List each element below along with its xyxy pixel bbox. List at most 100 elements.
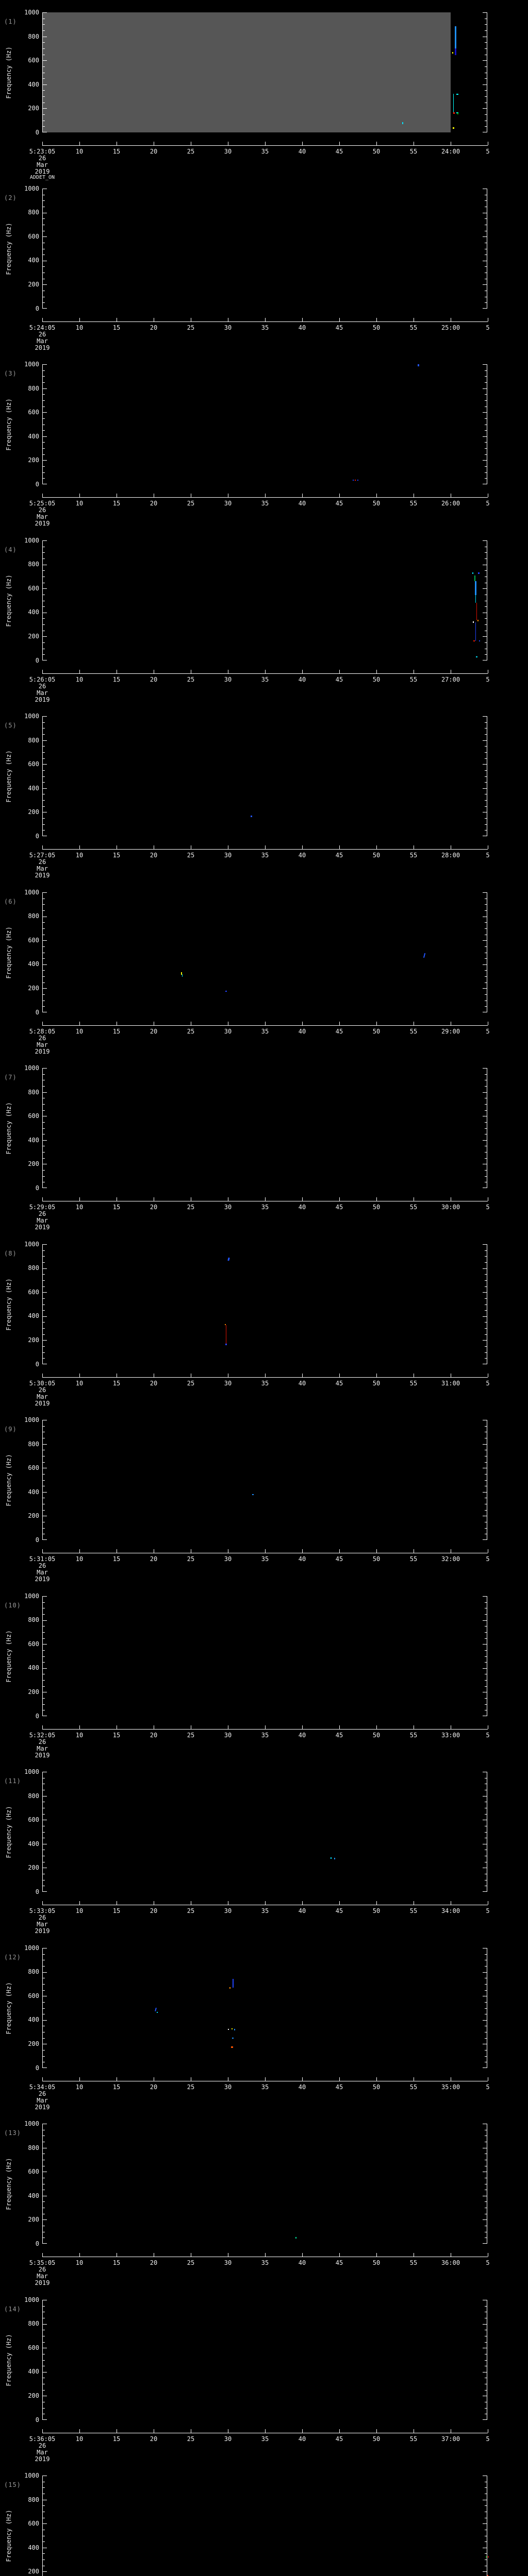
y-axis-tick bbox=[485, 114, 487, 115]
y-axis-tick bbox=[483, 540, 487, 541]
y-axis-title: Frequency (Hz) bbox=[5, 46, 12, 99]
y-axis-tick bbox=[43, 2360, 45, 2361]
x-axis-tick bbox=[339, 2077, 340, 2081]
x-axis-tick bbox=[79, 1197, 80, 1201]
x-tick-label: 45 bbox=[335, 148, 343, 155]
y-axis-tick bbox=[483, 1668, 487, 1669]
y-axis-left-frame bbox=[42, 1772, 43, 1892]
y-axis-tick bbox=[43, 108, 47, 109]
date-line: 26 bbox=[38, 2090, 46, 2097]
y-axis-tick bbox=[43, 442, 45, 443]
panel-number-label: (14) bbox=[4, 2305, 21, 2313]
y-tick-label: 600 bbox=[28, 409, 39, 416]
y-axis-title: Frequency (Hz) bbox=[5, 750, 12, 803]
y-tick-label: 400 bbox=[28, 2016, 39, 2024]
y-axis-tick bbox=[485, 1256, 487, 1257]
x-axis-line bbox=[42, 1377, 488, 1378]
x-axis-tick bbox=[79, 845, 80, 849]
x-axis-tick bbox=[302, 1021, 303, 1025]
y-axis-tick bbox=[483, 2523, 487, 2524]
y-tick-label: 800 bbox=[28, 561, 39, 568]
y-axis-tick bbox=[43, 1321, 45, 1323]
y-axis-tick bbox=[483, 2219, 487, 2220]
date-line: 2019 bbox=[35, 1047, 50, 1055]
y-tick-label: 200 bbox=[28, 1864, 39, 1872]
y-axis-tick bbox=[43, 1068, 47, 1069]
x-tick-label: 15 bbox=[112, 2435, 121, 2443]
y-axis-tick bbox=[485, 806, 487, 807]
x-axis-tick bbox=[79, 2077, 80, 2081]
x-tick-label: 50 bbox=[372, 1555, 381, 1563]
y-axis-tick bbox=[43, 30, 45, 31]
x-tick-label: 5 bbox=[486, 1204, 490, 1211]
y-axis-tick bbox=[43, 1680, 45, 1681]
spectrogram-panel: (7) Frequency (Hz) 0 200 400 600 800 1000 5:29… bbox=[0, 1064, 528, 1244]
y-axis-tick bbox=[43, 782, 45, 783]
x-axis-tick bbox=[42, 142, 43, 145]
y-axis-tick bbox=[43, 24, 45, 25]
x-tick-label: 10 bbox=[75, 1731, 84, 1739]
date-line: Mar bbox=[37, 1744, 48, 1752]
y-axis-tick bbox=[43, 1480, 45, 1481]
y-axis-tick bbox=[485, 1298, 487, 1299]
x-tick-label: 10 bbox=[75, 2435, 84, 2443]
x-axis-line bbox=[42, 849, 488, 850]
x-axis-tick bbox=[42, 845, 43, 849]
y-axis-tick bbox=[43, 1990, 45, 1991]
date-line: Mar bbox=[37, 865, 48, 872]
y-axis-tick bbox=[43, 1668, 47, 1669]
x-axis-tick bbox=[302, 2429, 303, 2433]
y-tick-label: 400 bbox=[28, 608, 39, 616]
panel-number-label: (1) bbox=[4, 18, 17, 25]
y-axis-tick bbox=[43, 1158, 45, 1159]
y-axis-tick bbox=[43, 1650, 45, 1651]
x-tick-label: 40 bbox=[298, 500, 306, 507]
y-axis-tick bbox=[43, 364, 47, 365]
plot-area bbox=[42, 2476, 489, 2576]
x-tick-label: 5 bbox=[486, 2259, 490, 2266]
y-axis-tick bbox=[43, 2342, 45, 2343]
y-axis-tick bbox=[43, 1528, 45, 1529]
y-axis-tick bbox=[485, 558, 487, 559]
y-axis-tick bbox=[43, 2571, 47, 2572]
y-axis-tick bbox=[43, 964, 47, 965]
y-axis-tick bbox=[483, 1068, 487, 1069]
x-axis-tick bbox=[302, 1725, 303, 1729]
x-axis-tick bbox=[376, 845, 377, 849]
date-line: 26 bbox=[38, 155, 46, 162]
date-line: 2019 bbox=[35, 2279, 50, 2286]
y-tick-label: 600 bbox=[28, 2520, 39, 2528]
y-axis-tick bbox=[485, 1698, 487, 1699]
y-axis-tick bbox=[485, 654, 487, 655]
y-axis-tick bbox=[43, 1596, 47, 1597]
y-tick-label: 200 bbox=[28, 456, 39, 464]
y-tick-label: 600 bbox=[28, 1464, 39, 1472]
x-tick-label: 50 bbox=[372, 2259, 381, 2266]
y-axis-tick bbox=[485, 1704, 487, 1705]
y-axis-tick bbox=[43, 1298, 45, 1299]
signal-mark bbox=[182, 974, 183, 977]
y-axis-tick bbox=[43, 1492, 47, 1493]
y-axis-tick bbox=[483, 1316, 487, 1317]
x-tick-label: 15 bbox=[112, 1731, 121, 1739]
y-axis-tick bbox=[483, 1891, 487, 1892]
y-tick-label: 0 bbox=[35, 656, 39, 664]
x-tick-label: 55 bbox=[409, 500, 418, 507]
x-axis-tick bbox=[339, 1549, 340, 1553]
panel-number-label: (12) bbox=[4, 1953, 21, 1961]
panel-number-label: (2) bbox=[4, 194, 17, 201]
y-axis-tick bbox=[485, 1954, 487, 1955]
y-axis-title: Frequency (Hz) bbox=[5, 574, 12, 627]
y-axis-tick bbox=[485, 618, 487, 619]
x-tick-label: 25 bbox=[187, 1731, 195, 1739]
y-axis-tick bbox=[43, 412, 47, 413]
date-line: 2019 bbox=[35, 344, 50, 351]
y-axis-tick bbox=[483, 1492, 487, 1493]
spectrogram-panel: (2) Frequency (Hz) 0 200 400 600 800 1000 5:24… bbox=[0, 185, 528, 365]
x-tick-label: 15 bbox=[112, 852, 121, 859]
spectrogram-panel: (9) Frequency (Hz) 0 200 400 600 800 1000 5:31… bbox=[0, 1416, 528, 1596]
x-tick-label: 35 bbox=[261, 148, 269, 155]
y-axis-tick bbox=[485, 430, 487, 431]
date-line: Mar bbox=[37, 2273, 48, 2280]
x-tick-label: 50 bbox=[372, 324, 381, 331]
